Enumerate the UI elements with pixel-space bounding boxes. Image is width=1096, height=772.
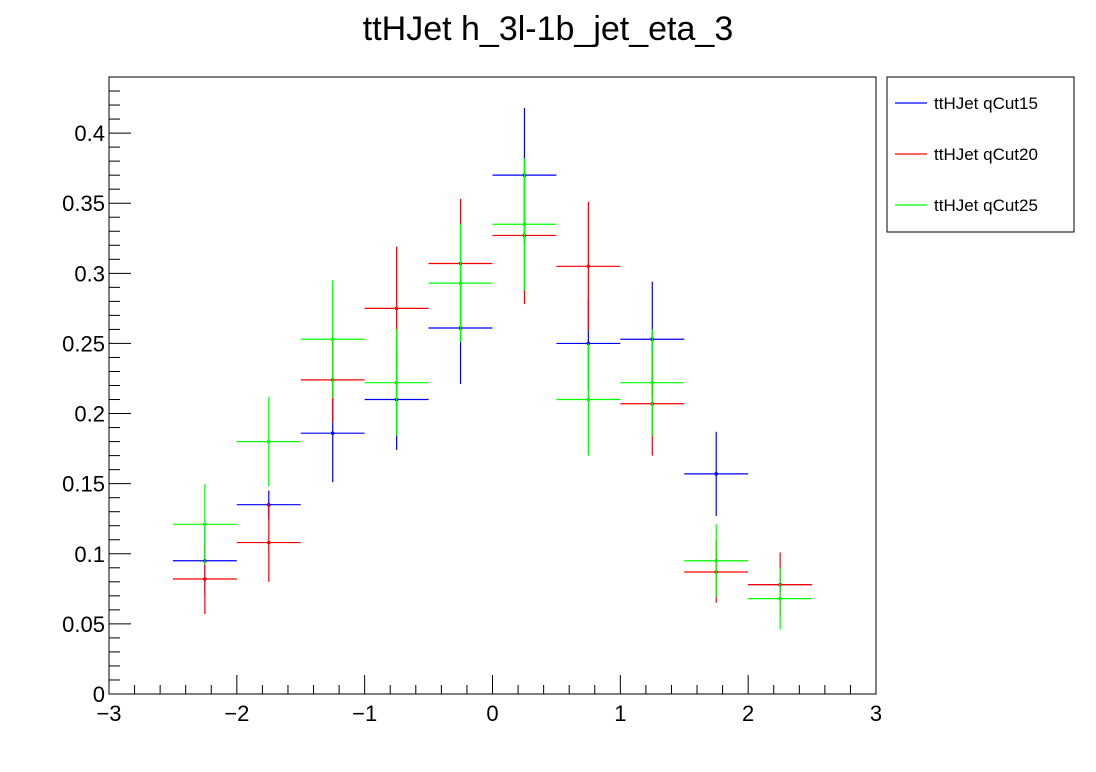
- data-point: [330, 431, 335, 435]
- x-tick-label: 2: [742, 701, 754, 726]
- series-3: [172, 158, 813, 630]
- y-axis: 0 0.05 0.1 0.15 0.2 0.25 0.3 0.35 0.4: [62, 76, 131, 707]
- plot-frame: [108, 76, 877, 695]
- x-axis: −3 −2 −1 0 1 2 3: [96, 675, 882, 726]
- legend: ttHJet qCut15 ttHJet qCut20 ttHJet qCut25: [886, 76, 1075, 233]
- y-tick-label: 0.1: [74, 542, 105, 567]
- x-tick-label: −2: [224, 701, 249, 726]
- data-point: [266, 540, 271, 545]
- x-tick-label: −1: [352, 701, 377, 726]
- legend-label: ttHJet qCut25: [934, 196, 1038, 215]
- y-tick-label: 0.4: [74, 121, 105, 146]
- data-point: [650, 380, 655, 385]
- data-point: [394, 380, 399, 385]
- y-tick-label: 0.05: [62, 612, 105, 637]
- data-point: [203, 522, 207, 527]
- y-tick-label: 0.15: [62, 472, 105, 497]
- y-tick-label: 0: [93, 682, 105, 707]
- data-point: [458, 281, 463, 285]
- x-tick-label: 0: [486, 701, 498, 726]
- x-tick-label: −3: [96, 701, 121, 726]
- legend-label: ttHJet qCut20: [934, 145, 1038, 164]
- y-tick-label: 0.25: [62, 331, 105, 356]
- data-point: [522, 222, 527, 227]
- data-point: [394, 306, 399, 311]
- legend-label: ttHJet qCut15: [934, 94, 1038, 113]
- data-point: [778, 596, 782, 601]
- x-tick-label: 1: [614, 701, 626, 726]
- data-point: [203, 577, 207, 581]
- x-tick-label: 3: [870, 701, 882, 726]
- data-point: [586, 397, 591, 402]
- data-point: [266, 439, 271, 444]
- series-layer: [172, 107, 813, 630]
- y-tick-label: 0.2: [74, 402, 105, 427]
- y-tick-label: 0.3: [74, 261, 105, 286]
- data-point: [714, 558, 719, 563]
- data-point: [714, 472, 719, 476]
- y-tick-label: 0.35: [62, 191, 105, 216]
- data-point: [586, 264, 591, 269]
- chart-title: ttHJet h_3l-1b_jet_eta_3: [363, 10, 733, 48]
- data-point: [330, 337, 335, 342]
